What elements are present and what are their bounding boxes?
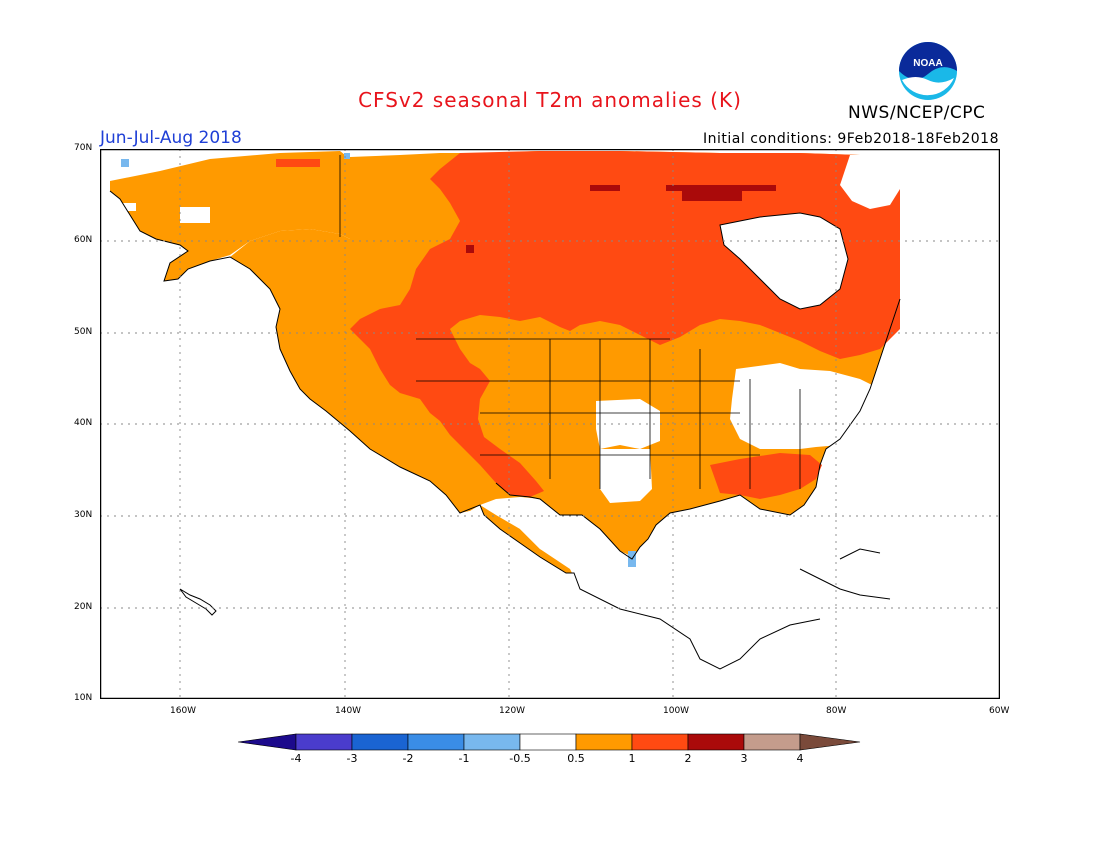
colorbar-segment (295, 733, 353, 751)
colorbar-tick-label: -1 (458, 752, 470, 765)
lat-label: 10N (74, 693, 93, 703)
colorbar-segment (743, 733, 801, 751)
lon-label: 60W (989, 706, 1010, 716)
lat-label: 50N (74, 327, 93, 337)
colorbar (238, 733, 861, 751)
forecast-period: Jun-Jul-Aug 2018 (100, 128, 242, 148)
lat-lon-grid (100, 149, 1000, 699)
lat-label: 20N (74, 602, 93, 612)
lon-label: 140W (335, 706, 362, 716)
colorbar-segment (575, 733, 633, 751)
lat-label: 30N (74, 510, 93, 520)
colorbar-tick-label: 3 (740, 752, 748, 765)
colorbar-tick-label: 1 (628, 752, 636, 765)
colorbar-segment (407, 733, 465, 751)
agency-label: NWS/NCEP/CPC (848, 103, 986, 123)
lon-label: 120W (499, 706, 526, 716)
map-frame (100, 149, 1000, 699)
lon-label: 80W (826, 706, 847, 716)
lat-label: 40N (74, 418, 93, 428)
colorbar-tick-label: 0.5 (567, 752, 585, 765)
colorbar-tick-label: -3 (346, 752, 358, 765)
anomaly-map (100, 149, 1000, 699)
colorbar-segment (463, 733, 521, 751)
colorbar-segment (519, 733, 577, 751)
colorbar-tick-label: 4 (796, 752, 804, 765)
colorbar-segment (351, 733, 409, 751)
strong-warm-region (466, 185, 776, 253)
colorbar-segment (799, 733, 861, 751)
colorbar-segment (687, 733, 745, 751)
lon-label: 100W (663, 706, 690, 716)
colorbar-tick-label: 2 (684, 752, 692, 765)
political-borders (339, 155, 801, 489)
neutral-region (100, 155, 900, 699)
colorbar-segment (238, 733, 297, 751)
colorbar-tick-label: -2 (402, 752, 414, 765)
noaa-logo-text: NOAA (913, 58, 942, 69)
lat-label: 60N (74, 235, 93, 245)
colorbar-segment (631, 733, 689, 751)
ocean-mask (100, 189, 580, 629)
noaa-logo: NOAA (899, 42, 957, 100)
chart-title: CFSv2 seasonal T2m anomalies (K) (358, 88, 742, 112)
initial-conditions: Initial conditions: 9Feb2018-18Feb2018 (703, 131, 999, 147)
colorbar-tick-label: -0.5 (509, 752, 531, 765)
coastlines (109, 190, 901, 670)
lon-label: 160W (170, 706, 197, 716)
lat-label: 70N (74, 143, 93, 153)
colorbar-tick-label: -4 (290, 752, 302, 765)
